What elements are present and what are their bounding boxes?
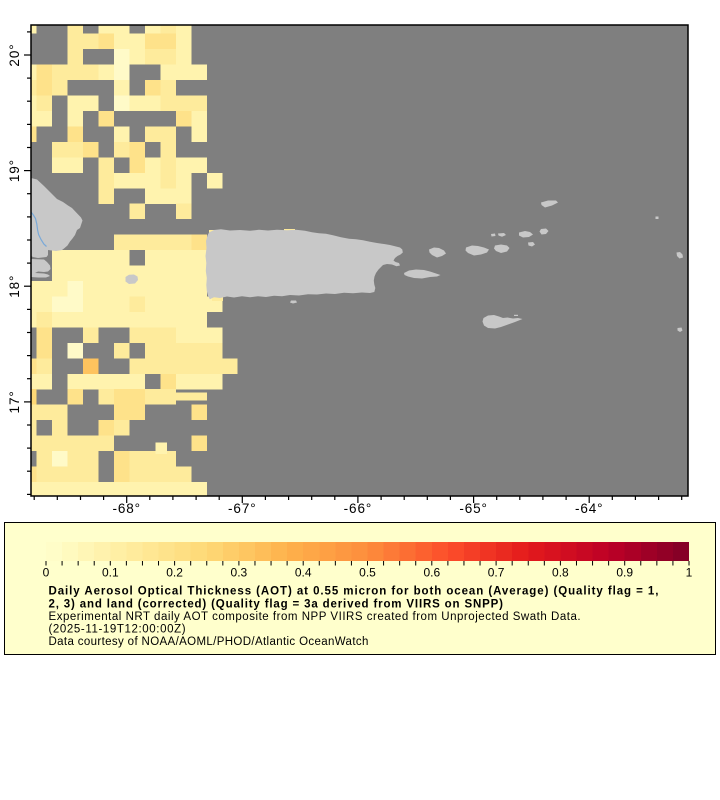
svg-text:0.8: 0.8 bbox=[552, 566, 569, 580]
svg-text:Experimental NRT daily AOT com: Experimental NRT daily AOT composite fro… bbox=[49, 611, 582, 623]
svg-text:0.7: 0.7 bbox=[488, 566, 505, 580]
svg-text:-64°: -64° bbox=[575, 501, 604, 516]
svg-text:0.6: 0.6 bbox=[423, 566, 440, 580]
svg-text:(2025-11-19T12:00:00Z): (2025-11-19T12:00:00Z) bbox=[49, 624, 187, 636]
svg-text:0.4: 0.4 bbox=[295, 566, 312, 580]
svg-text:0.1: 0.1 bbox=[102, 566, 119, 580]
svg-text:-65°: -65° bbox=[459, 501, 488, 516]
svg-text:-68°: -68° bbox=[112, 501, 141, 516]
svg-text:20°: 20° bbox=[7, 43, 22, 66]
svg-text:0: 0 bbox=[43, 566, 50, 580]
svg-text:2, 3) and land (corrected) (Qu: 2, 3) and land (corrected) (Quality flag… bbox=[49, 599, 504, 611]
svg-text:0.2: 0.2 bbox=[166, 566, 183, 580]
svg-text:-66°: -66° bbox=[344, 501, 373, 516]
svg-text:19°: 19° bbox=[7, 159, 22, 182]
svg-text:0.3: 0.3 bbox=[231, 566, 248, 580]
svg-text:Daily Aerosol Optical Thicknes: Daily Aerosol Optical Thickness (AOT) at… bbox=[49, 586, 660, 598]
svg-text:0.9: 0.9 bbox=[616, 566, 633, 580]
svg-text:1: 1 bbox=[686, 566, 693, 580]
svg-text:Data courtesy of NOAA/AOML/PHO: Data courtesy of NOAA/AOML/PHOD/Atlantic… bbox=[49, 636, 369, 648]
svg-text:18°: 18° bbox=[7, 275, 22, 298]
svg-text:17°: 17° bbox=[7, 390, 22, 413]
svg-text:-67°: -67° bbox=[228, 501, 257, 516]
svg-text:0.5: 0.5 bbox=[359, 566, 376, 580]
